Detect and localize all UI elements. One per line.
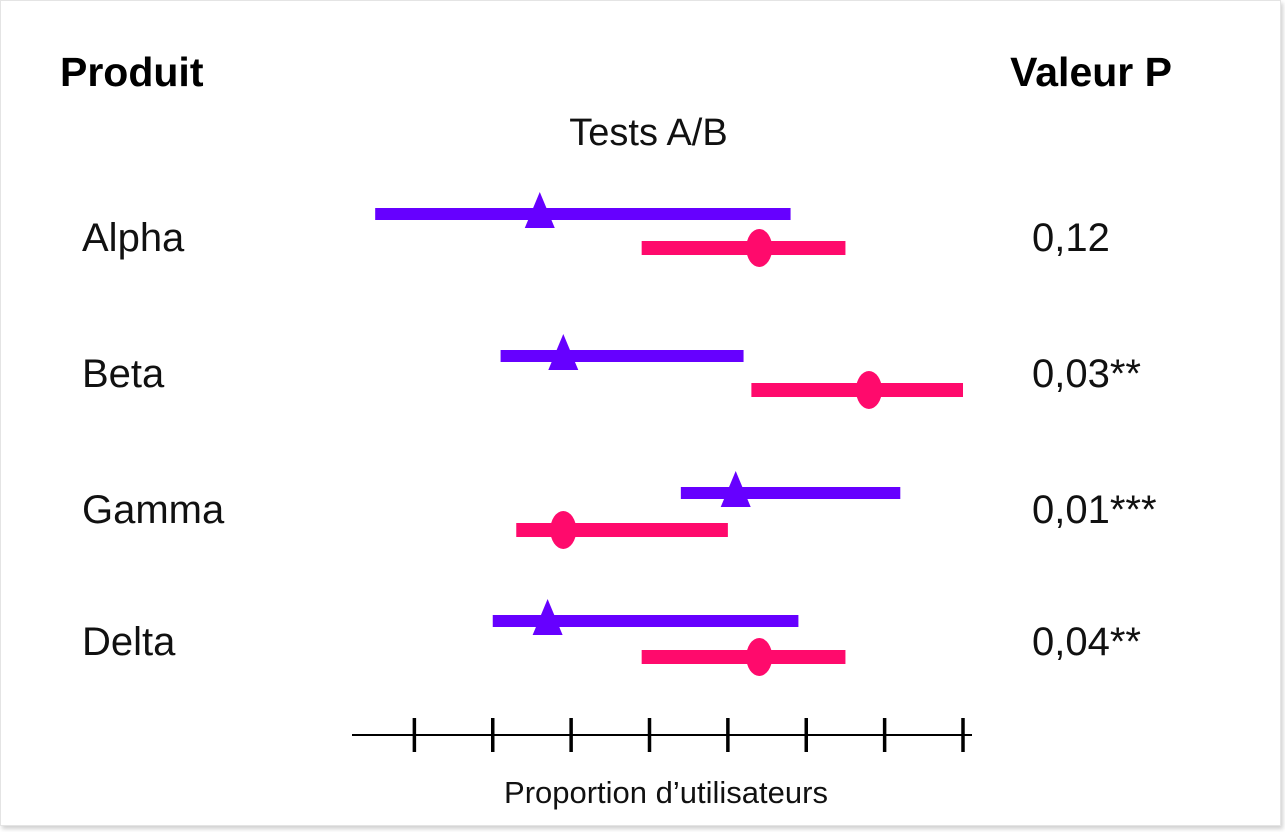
pvalue-column-header: Valeur P	[1010, 49, 1172, 95]
triangle-interval-alpha	[375, 208, 791, 220]
row-label-gamma: Gamma	[82, 488, 225, 532]
circle-marker-gamma	[550, 511, 577, 549]
triangle-marker-gamma	[720, 471, 751, 507]
pvalue-gamma: 0,01***	[1032, 488, 1157, 532]
circle-interval-gamma	[516, 523, 728, 537]
row-label-beta: Beta	[82, 352, 165, 396]
pvalue-beta: 0,03**	[1032, 352, 1141, 396]
pvalue-alpha: 0,12	[1032, 216, 1110, 260]
circle-interval-alpha	[641, 241, 846, 255]
triangle-marker-alpha	[524, 192, 555, 228]
triangle-marker-beta	[548, 334, 579, 370]
x-axis-label: Proportion d’utilisateurs	[504, 775, 828, 810]
chart-title: Tests A/B	[569, 112, 728, 154]
triangle-interval-delta	[492, 615, 799, 627]
triangle-interval-gamma	[680, 487, 901, 499]
circle-marker-beta	[855, 371, 882, 409]
pvalue-delta: 0,04**	[1032, 620, 1141, 664]
triangle-interval-beta	[500, 350, 744, 362]
row-label-alpha: Alpha	[82, 216, 185, 260]
row-label-delta: Delta	[82, 620, 176, 664]
circle-marker-alpha	[746, 229, 773, 267]
triangle-marker-delta	[532, 599, 563, 635]
product-column-header: Produit	[60, 49, 204, 95]
circle-interval-delta	[641, 650, 846, 664]
circle-marker-delta	[746, 638, 773, 676]
